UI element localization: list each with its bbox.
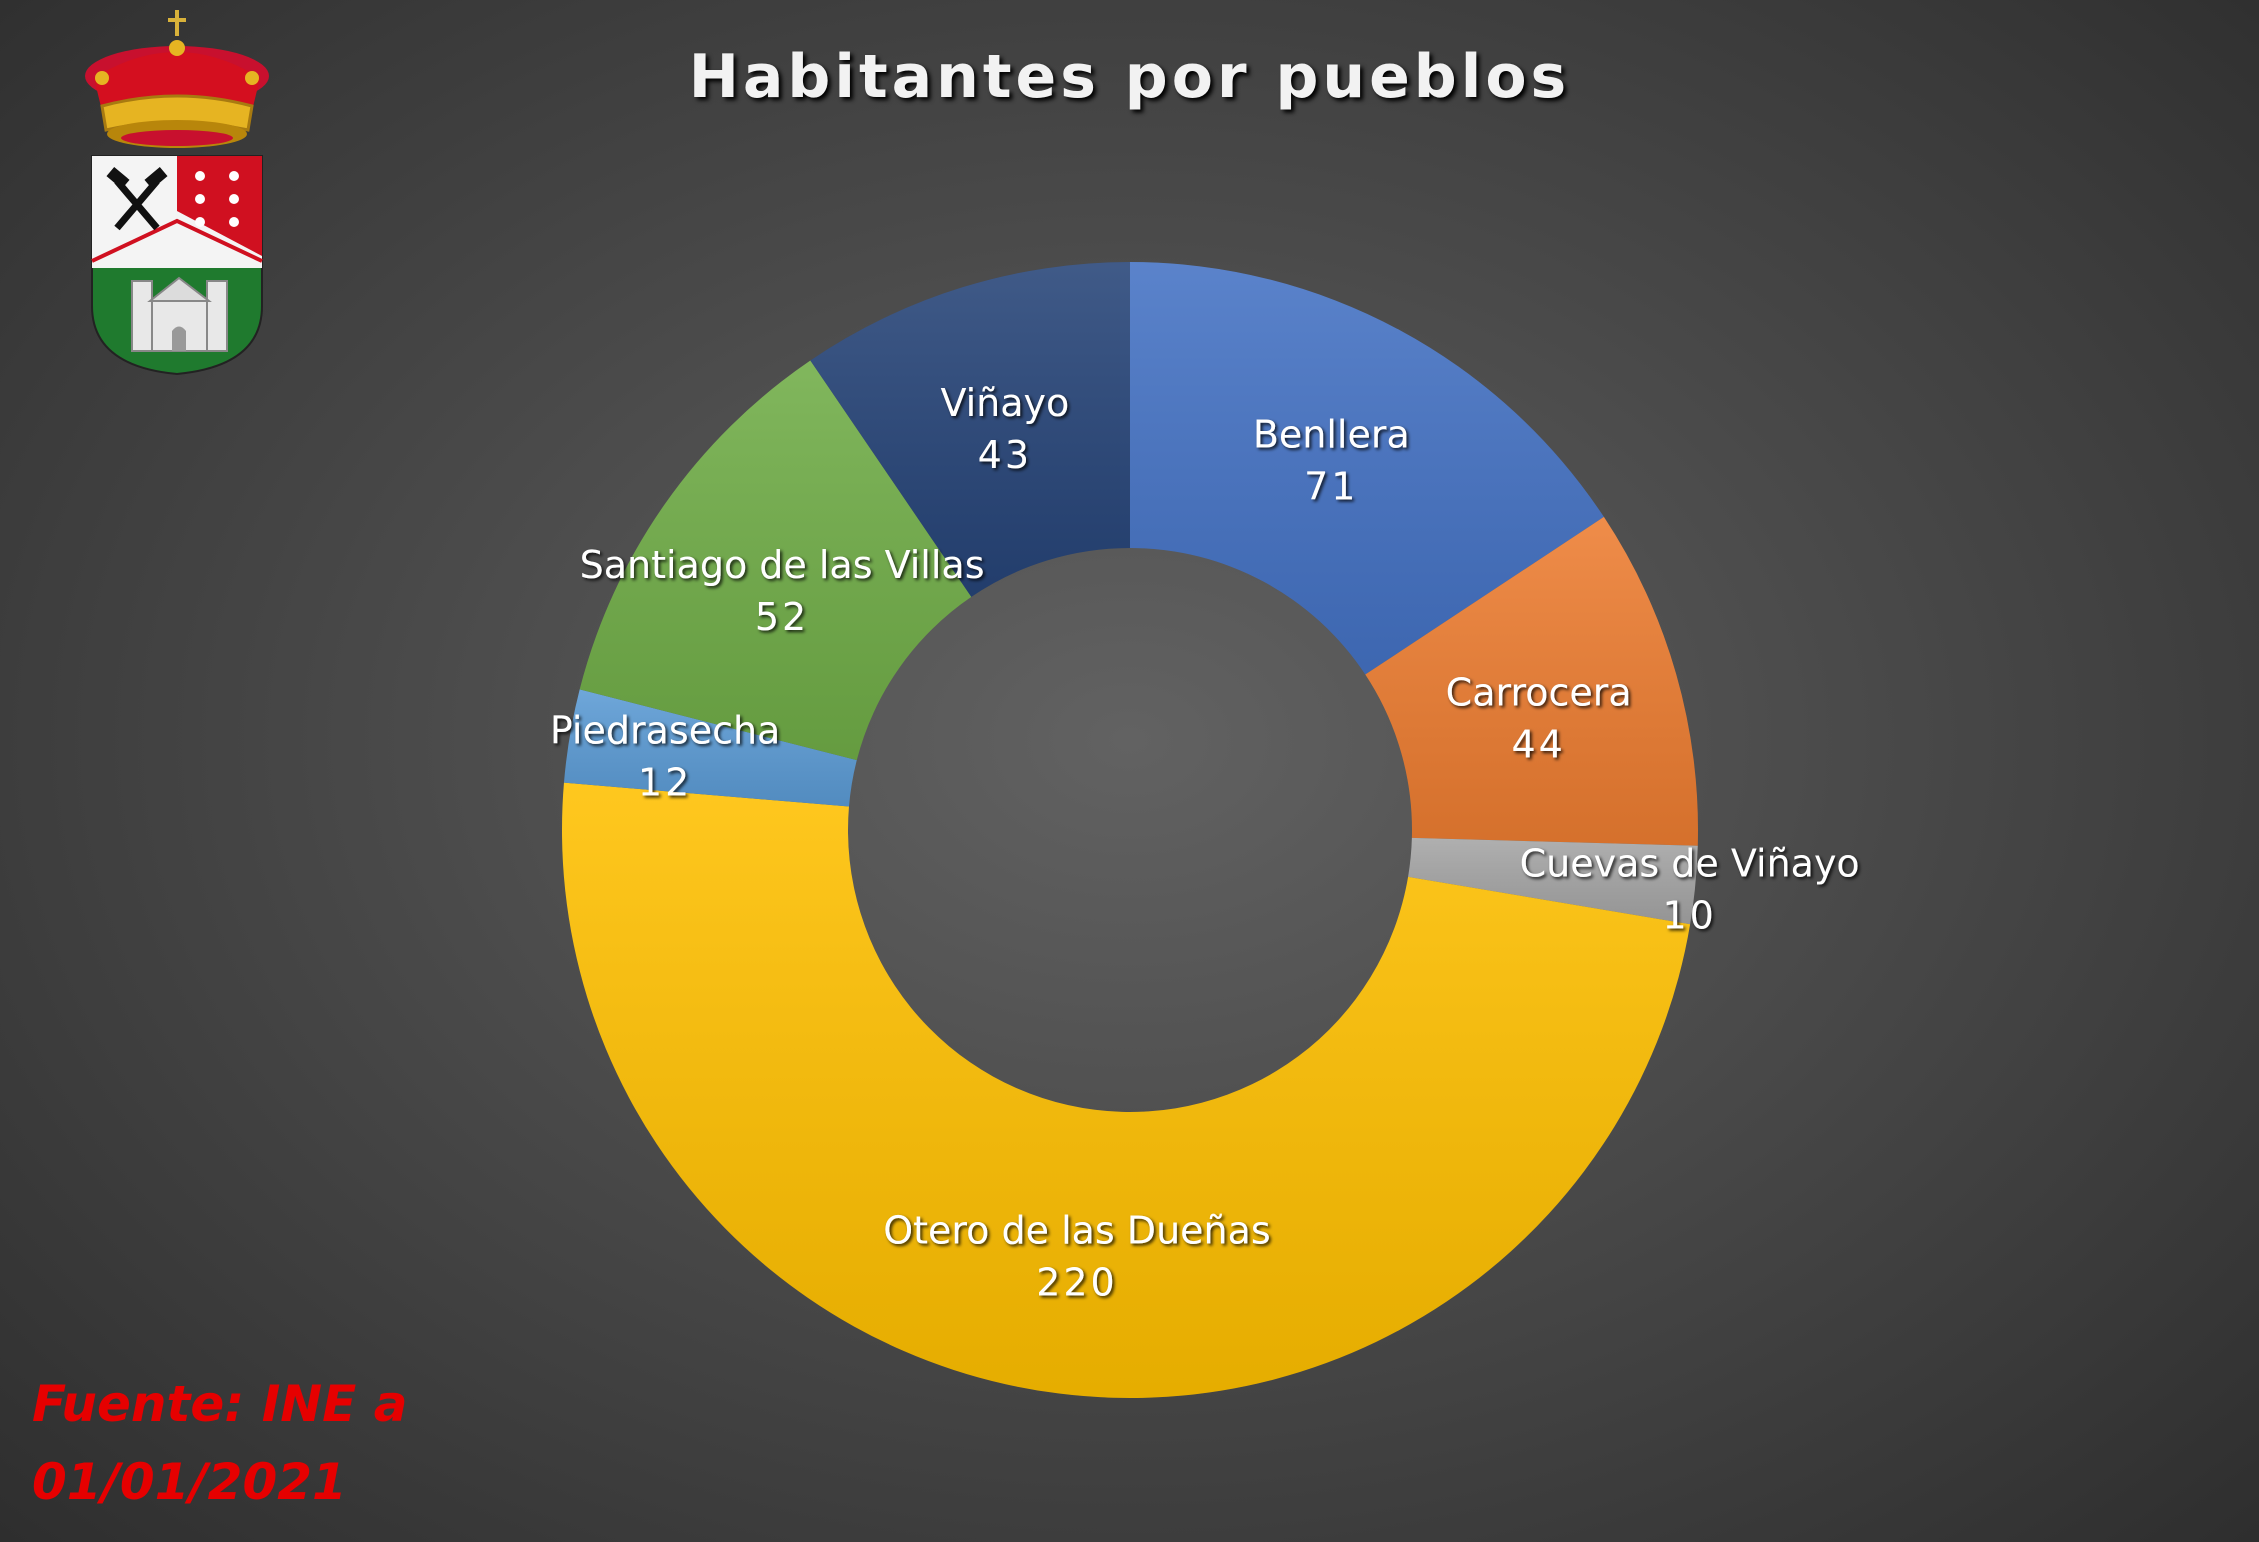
slice-label: Benllera [1253, 413, 1410, 457]
donut-slice-carrocera [1365, 516, 1698, 846]
coat-of-arms-icon [85, 10, 269, 376]
source-note: Fuente: INE a 01/01/2021 [32, 1365, 407, 1521]
slice-value-label: 12 [638, 761, 692, 805]
slice-value-label: 44 [1512, 722, 1566, 766]
donut-slice-santiago-de-las-villas [579, 360, 972, 761]
donut-slice-cuevas-de-viñayo [1408, 837, 1698, 925]
slice-value-label: 220 [1036, 1261, 1118, 1305]
slice-label: Santiago de las Villas [580, 543, 985, 587]
donut-slice-piedrasecha [563, 689, 857, 807]
slice-value-label: 71 [1304, 465, 1358, 509]
source-line-2: 01/01/2021 [32, 1453, 347, 1511]
slice-value-label: 52 [755, 595, 809, 639]
slice-label: Otero de las Dueñas [883, 1209, 1271, 1253]
crown-icon [85, 10, 269, 148]
slice-label: Viñayo [940, 381, 1069, 425]
slice-value-label: 43 [978, 433, 1032, 477]
source-line-1: Fuente: INE a [32, 1375, 408, 1433]
slice-label: Piedrasecha [550, 709, 781, 753]
slice-label: Carrocera [1446, 670, 1632, 714]
donut-slice-benllera [1130, 262, 1604, 675]
donut-slice-viñayo [810, 262, 1130, 597]
chart-title: Habitantes por pueblos [688, 42, 1571, 112]
slice-value-label: 10 [1662, 894, 1716, 938]
donut-slice-otero-de-las-dueñas [562, 782, 1691, 1398]
shield-icon [91, 155, 263, 376]
slice-label: Cuevas de Viñayo [1520, 842, 1860, 886]
